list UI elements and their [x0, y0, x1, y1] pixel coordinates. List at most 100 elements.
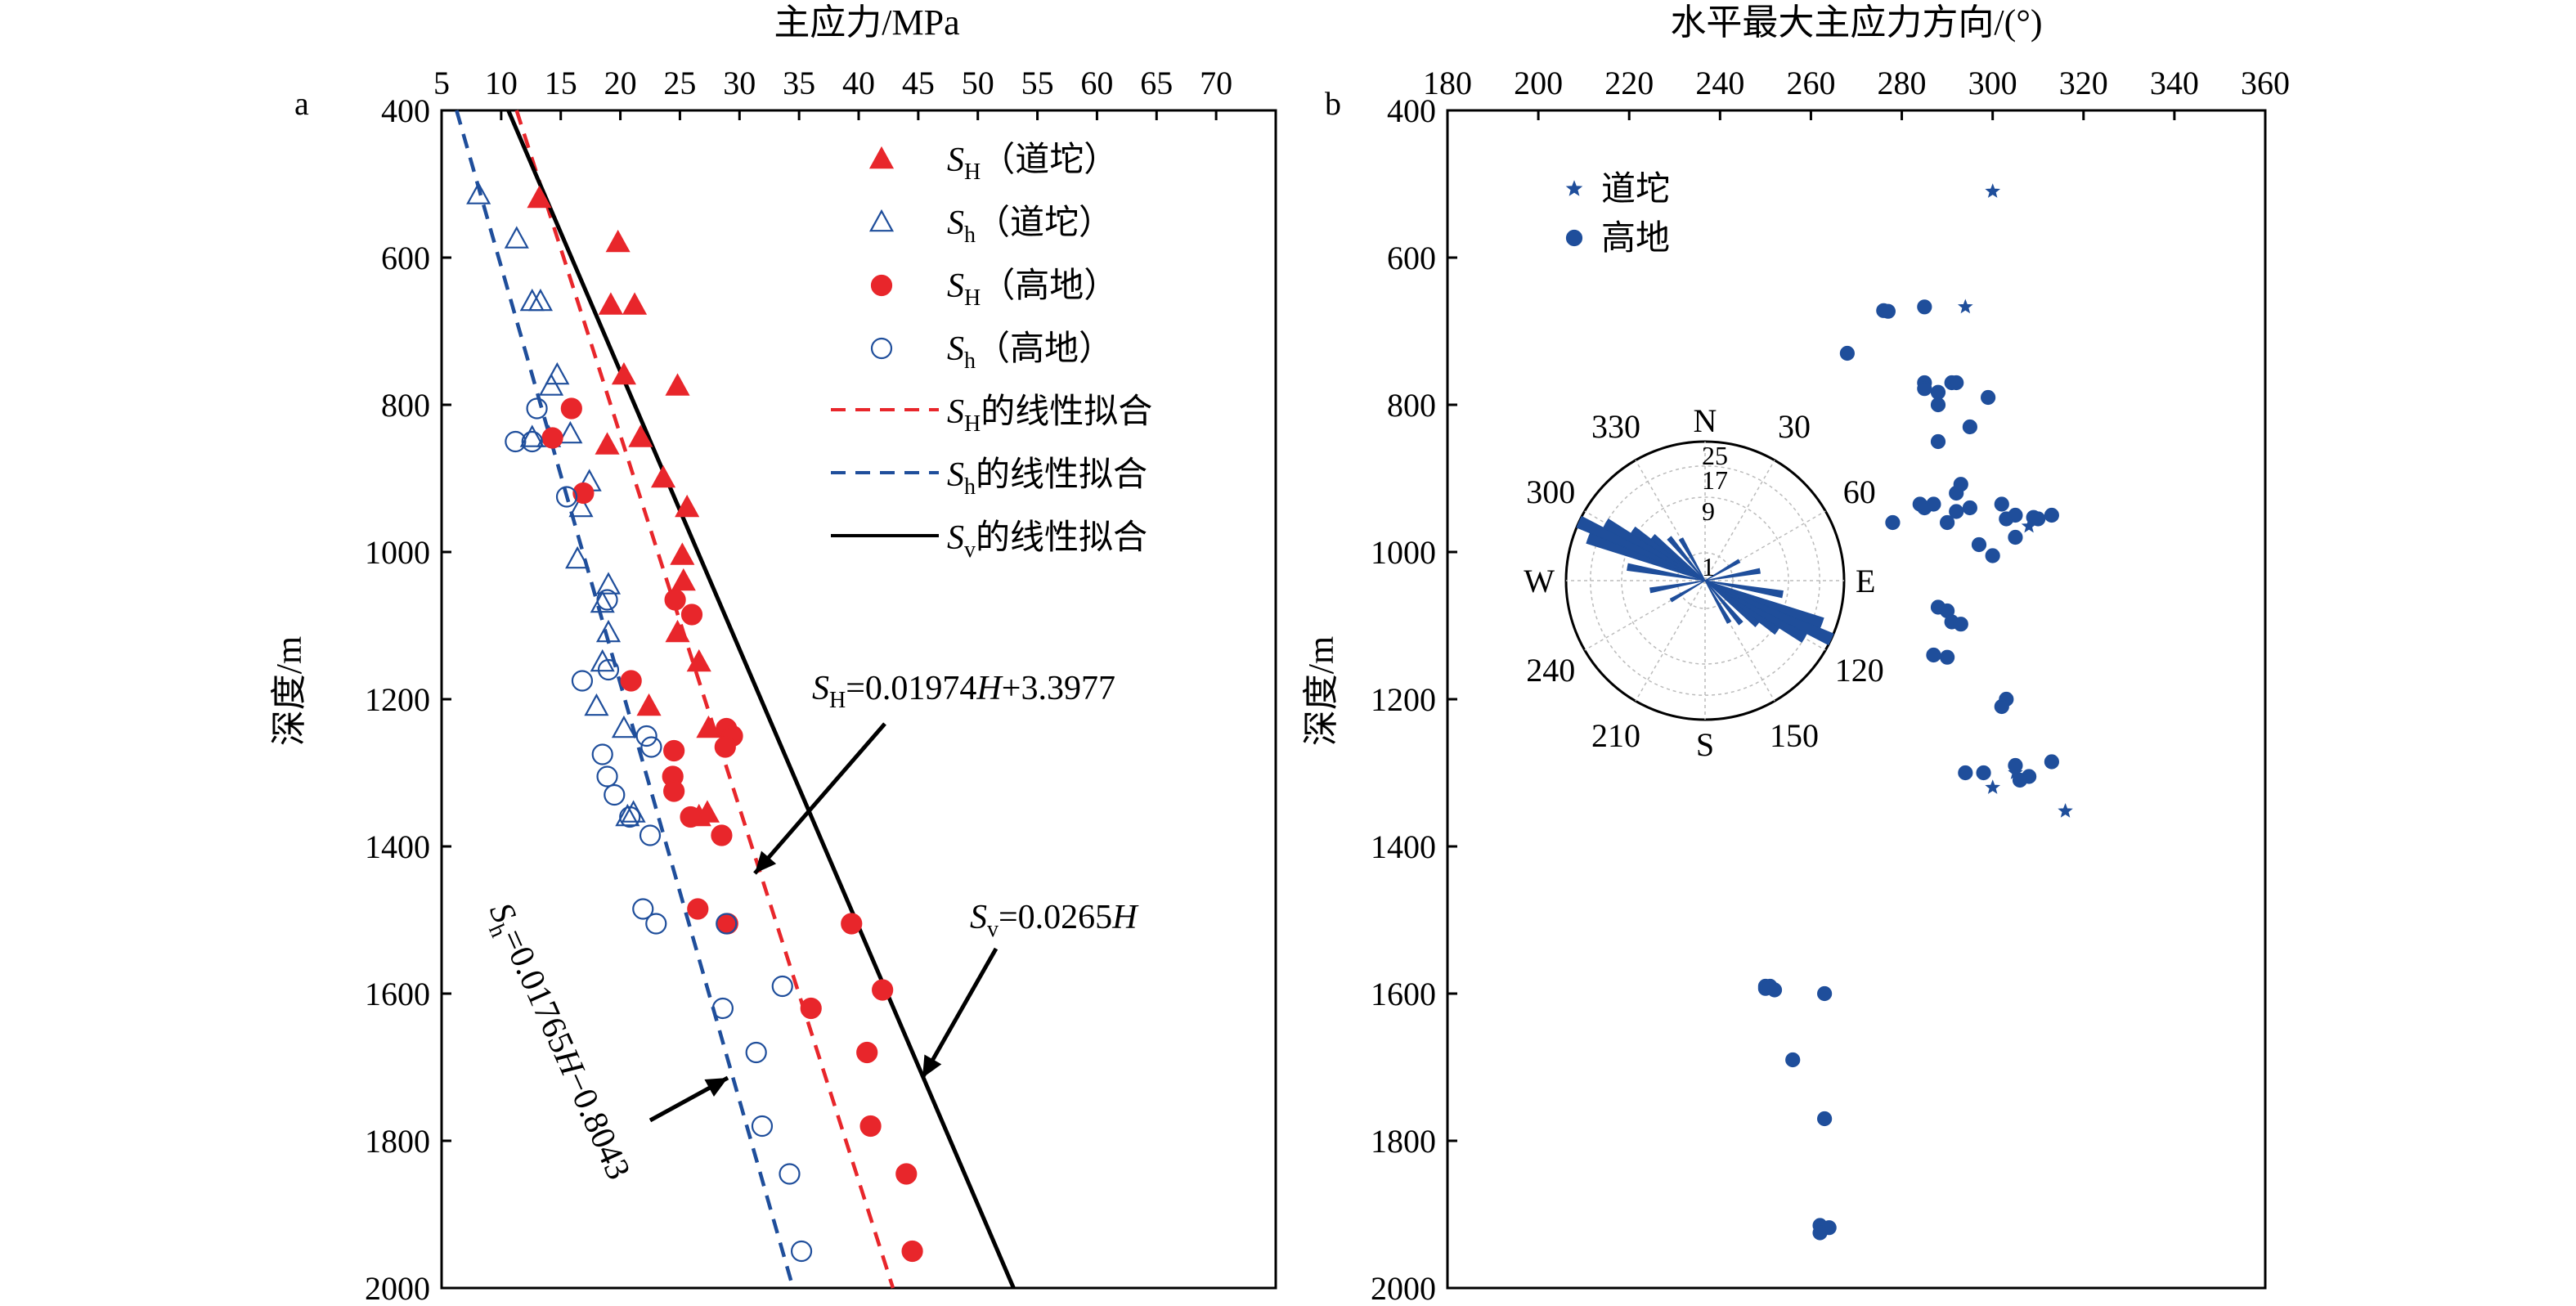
triangle-marker [665, 373, 690, 396]
arrow-head [755, 850, 777, 873]
panel-a-label: a [294, 85, 309, 122]
triangle-marker [527, 185, 552, 209]
rose-cardinal-label: N [1694, 402, 1717, 439]
circle-marker [639, 824, 662, 846]
circle-marker [1994, 698, 2009, 715]
panel-b-points [1757, 183, 2073, 1241]
circle-marker [1930, 433, 1946, 450]
rose-petal [1669, 580, 1706, 603]
circle-marker [560, 397, 582, 420]
rose-petal [1704, 568, 1761, 581]
legend-label: SH的线性拟合 [947, 393, 1152, 437]
triangle-marker [519, 424, 545, 447]
circle-marker [779, 1163, 801, 1185]
x-tick-label: 35 [783, 65, 815, 101]
eq-rest: −0.8043 [557, 1066, 638, 1185]
rose-ring [1590, 465, 1820, 696]
panel-a-y-ticks: 400 600 800 1000 1200 1400 1600 1800 2000 [365, 92, 451, 1306]
triangle-marker [650, 465, 676, 488]
triangle-marker [565, 545, 590, 569]
circle-marker [2008, 529, 2023, 545]
circle-marker [2044, 507, 2059, 523]
x-tick-label: 340 [2150, 65, 2199, 101]
triangle-marker [545, 361, 570, 385]
triangle-marker [466, 182, 491, 204]
star-marker [1985, 183, 2001, 198]
circle-marker [1994, 496, 2009, 512]
circle-marker [571, 670, 594, 692]
legend-label: SH（道坨） [947, 141, 1118, 185]
rose-angle-label: 30 [1778, 408, 1811, 445]
x-tick-label: 20 [604, 65, 637, 101]
eq-var: H [976, 670, 1003, 707]
circle-marker [1926, 496, 1941, 512]
legend-main: S [947, 204, 964, 242]
eq-value: =0.0265 [999, 899, 1112, 936]
legend-sub: h [964, 474, 976, 500]
eq-main: S [812, 670, 829, 707]
rose-petal [1602, 518, 1706, 581]
circle-marker [800, 997, 822, 1020]
y-tick-label: 400 [1387, 92, 1436, 129]
circle-marker [680, 604, 703, 626]
circle-marker [711, 997, 734, 1020]
triangle-marker [868, 146, 895, 169]
rose-ring-label: 9 [1702, 496, 1715, 526]
panel-a-y-title: 深度/m [269, 636, 309, 746]
circle-marker [895, 1163, 918, 1185]
circle-marker [1953, 477, 1968, 492]
circle-marker [619, 806, 641, 828]
triangle-marker [595, 619, 622, 643]
circle-marker [663, 780, 685, 802]
circle-marker [1962, 419, 1977, 435]
circle-marker [1953, 617, 1968, 632]
rose-angle-label: 120 [1835, 652, 1884, 689]
legend-rest: （高地） [981, 267, 1118, 305]
rose-angle-label: 330 [1591, 408, 1640, 445]
legend-rest: 的线性拟合 [981, 393, 1152, 431]
circle-marker [1940, 514, 1955, 531]
legend-sub: h [964, 222, 976, 248]
circle-marker [555, 486, 578, 508]
rose-petal [1678, 537, 1706, 581]
y-tick-label: 2000 [1371, 1270, 1436, 1306]
eq-sub: H [829, 688, 846, 713]
rose-petal [1649, 580, 1706, 594]
x-tick-label: 5 [433, 65, 450, 101]
legend-label: 道坨 [1601, 171, 1670, 209]
panel-b-label: b [1325, 85, 1341, 122]
y-tick-label: 800 [1387, 387, 1436, 424]
circle-marker [1958, 765, 1973, 781]
circle-marker [870, 274, 893, 297]
triangle-marker [675, 494, 700, 518]
circle-marker [505, 430, 527, 453]
star-marker [2058, 803, 2073, 818]
circle-marker [856, 1041, 878, 1064]
triangle-marker [670, 542, 695, 565]
eq-value: =0.01974 [846, 670, 976, 707]
circle-marker [872, 979, 894, 1001]
x-tick-label: 45 [902, 65, 935, 101]
x-tick-label: 60 [1080, 65, 1113, 101]
fit-line [506, 110, 1016, 1289]
rose-petal [1667, 536, 1706, 581]
fit-line [514, 110, 895, 1289]
circle-marker [1817, 1111, 1833, 1127]
panel-b-y-title: 深度/m [1301, 636, 1341, 746]
y-tick-label: 600 [381, 240, 430, 276]
circle-marker [1940, 649, 1955, 665]
x-tick-label: 180 [1423, 65, 1472, 101]
circle-marker [620, 670, 642, 692]
circle-marker [790, 1240, 813, 1263]
triangle-marker [590, 649, 615, 672]
rose-cardinal-label: W [1524, 563, 1555, 599]
circle-marker [640, 736, 662, 758]
triangle-marker [595, 572, 622, 595]
rose-petal [1576, 515, 1706, 581]
panel-a-legend: SH（道坨）Sh（道坨）SH（高地）Sh（高地）SH的线性拟合Sh的线性拟合Sv… [831, 141, 1152, 563]
rose-cardinal-label: S [1696, 726, 1714, 763]
circle-marker [1949, 504, 1964, 519]
legend-main: S [947, 330, 964, 368]
y-tick-label: 400 [381, 92, 430, 129]
